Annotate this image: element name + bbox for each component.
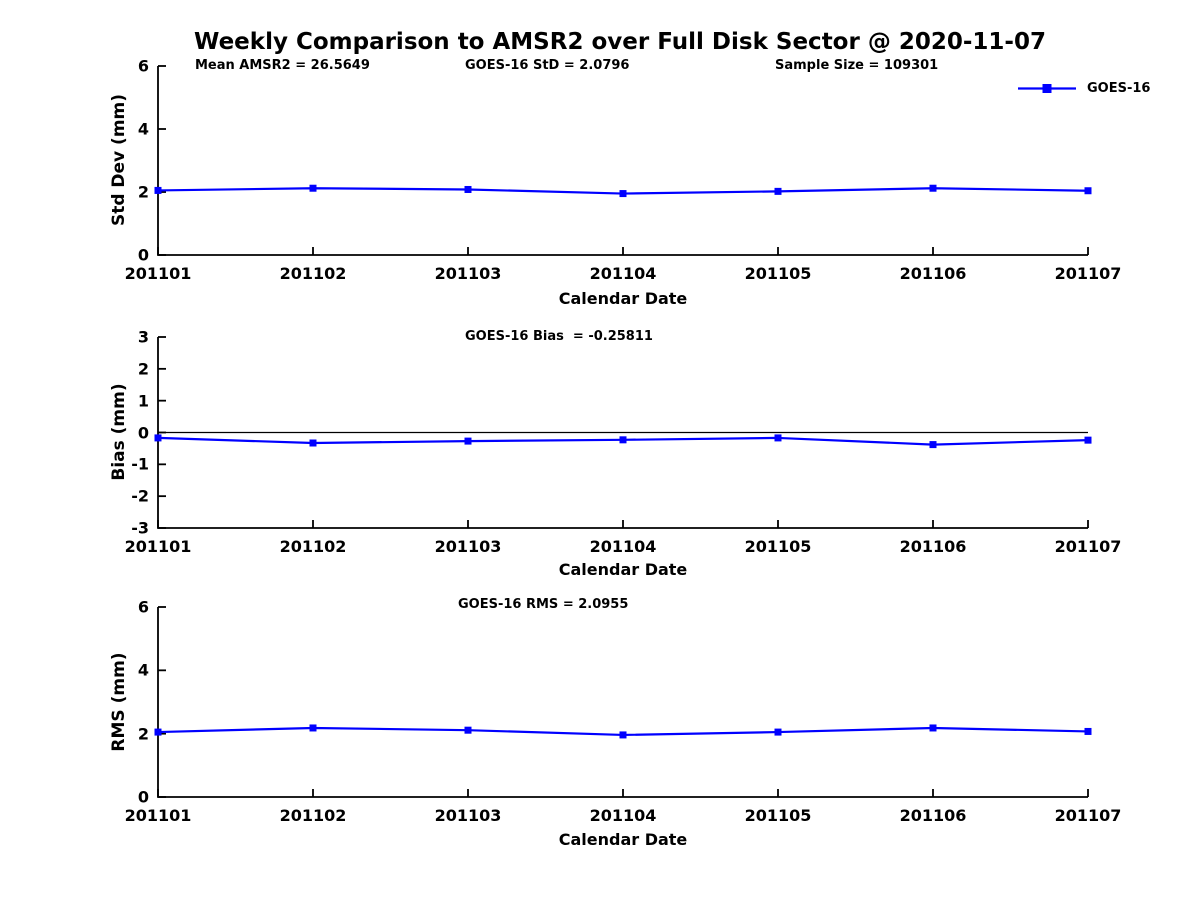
x-tick-label: 201101 [124, 537, 192, 556]
data-point-marker [774, 187, 782, 195]
x-tick-label: 201105 [744, 264, 812, 283]
x-tick-label: 201102 [279, 806, 347, 825]
axis-spine [157, 66, 1088, 256]
x-tick-label: 201103 [434, 264, 502, 283]
data-point-marker [1084, 727, 1092, 735]
stddev-x-axis-label: Calendar Date [558, 289, 688, 308]
figure-title: Weekly Comparison to AMSR2 over Full Dis… [194, 29, 1046, 55]
data-point-marker [774, 434, 782, 442]
y-tick-label: 2 [137, 359, 149, 379]
x-tick-label: 201104 [589, 806, 657, 825]
stat-sample-size: Sample Size = 109301 [775, 58, 939, 73]
x-tick-label: 201101 [124, 264, 192, 283]
y-tick-label: 0 [137, 787, 149, 807]
stat-mean-amsr2: Mean AMSR2 = 26.5649 [195, 58, 370, 73]
y-tick-label: 4 [137, 119, 149, 139]
x-tick-label: 201103 [434, 806, 502, 825]
x-tick-label: 201104 [589, 537, 657, 556]
y-tick-label: 2 [137, 182, 149, 202]
y-tick-label: -3 [131, 518, 149, 538]
x-tick-label: 201101 [124, 806, 192, 825]
data-point-marker [309, 184, 317, 192]
data-point-marker [309, 439, 317, 447]
x-tick-label: 201107 [1054, 806, 1122, 825]
data-point-marker [774, 728, 782, 736]
data-point-marker [1084, 187, 1092, 195]
stat-goes16-rms: GOES-16 RMS = 2.0955 [458, 597, 629, 612]
x-tick-label: 201107 [1054, 537, 1122, 556]
data-point-marker [1084, 436, 1092, 444]
y-tick-label: 1 [137, 391, 149, 411]
data-point-marker [929, 441, 937, 449]
bias-x-axis-label: Calendar Date [558, 560, 688, 579]
legend: GOES-16 [1016, 81, 1150, 96]
data-point-marker [929, 724, 937, 732]
data-point-marker [154, 728, 162, 736]
bias-plot [154, 336, 1092, 529]
rms-plot [154, 606, 1092, 798]
x-tick-label: 201102 [279, 264, 347, 283]
data-point-marker [309, 724, 317, 732]
x-tick-label: 201104 [589, 264, 657, 283]
rms-x-axis-label: Calendar Date [558, 830, 688, 849]
y-tick-label: 2 [137, 724, 149, 744]
x-tick-label: 201105 [744, 537, 812, 556]
y-tick-label: 0 [137, 423, 149, 442]
data-point-marker [464, 185, 472, 193]
data-point-marker [154, 434, 162, 442]
data-point-marker [464, 437, 472, 445]
legend-square-marker-icon [1042, 84, 1052, 93]
y-tick-label: 6 [137, 597, 149, 617]
x-tick-label: 201106 [899, 806, 967, 825]
y-tick-label: 3 [137, 327, 149, 347]
data-point-marker [464, 726, 472, 734]
stddev-plot [154, 65, 1092, 256]
x-tick-label: 201106 [899, 537, 967, 556]
x-tick-label: 201106 [899, 264, 967, 283]
y-tick-label: 0 [137, 245, 149, 265]
data-point-marker [154, 186, 162, 194]
data-point-marker [619, 731, 627, 739]
legend-label: GOES-16 [1087, 81, 1151, 96]
axis-spine [157, 607, 1088, 798]
legend-line-sample [1018, 84, 1076, 93]
x-tick-label: 201105 [744, 806, 812, 825]
stat-goes16-std: GOES-16 StD = 2.0796 [465, 58, 630, 73]
y-tick-label: 6 [137, 56, 149, 76]
data-point-marker [929, 184, 937, 192]
data-point-marker [619, 190, 627, 198]
x-tick-label: 201103 [434, 537, 502, 556]
x-tick-label: 201107 [1054, 264, 1122, 283]
y-tick-label: -2 [131, 486, 149, 506]
x-tick-label: 201102 [279, 537, 347, 556]
stat-goes16-bias: GOES-16 Bias = -0.25811 [465, 329, 653, 344]
data-point-marker [619, 436, 627, 444]
y-tick-label: -1 [131, 454, 149, 474]
y-tick-label: 4 [137, 660, 149, 680]
